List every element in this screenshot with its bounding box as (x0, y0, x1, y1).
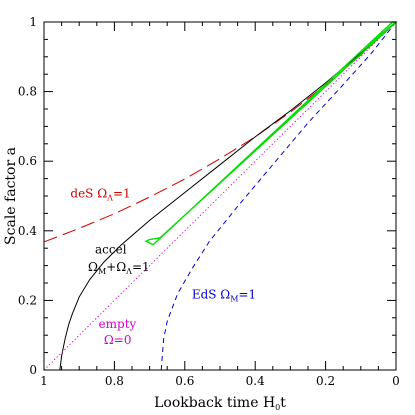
annotation-eds: EdS ΩM=1 (192, 288, 256, 304)
annotation-accel-2: ΩM+ΩΛ=1 (88, 260, 150, 276)
y-tick-label: 0.2 (18, 293, 37, 307)
y-tick-label: 0.4 (18, 224, 37, 238)
highlight-region (144, 21, 398, 246)
x-tick-label: 0 (392, 374, 400, 388)
annotation-empty-2: Ω=0 (104, 333, 132, 347)
x-axis-title-sub: 0 (275, 403, 280, 412)
x-tick-label: 0.6 (175, 374, 194, 388)
annotation-layer: deS ΩΛ=1 accel ΩM+ΩΛ=1 EdS ΩM=1 empty Ω=0 (70, 187, 256, 347)
x-tick-label: 0.4 (246, 374, 265, 388)
x-tick-label: 0.8 (105, 374, 124, 388)
highlight-layer (144, 21, 398, 246)
y-tick-label: 1 (29, 15, 37, 29)
annotation-accel-1: accel (95, 242, 127, 256)
y-tick-label: 0.8 (18, 85, 37, 99)
x-axis-title-main: Lookback time H (154, 395, 275, 411)
annotation-des: deS ΩΛ=1 (70, 187, 130, 203)
x-axis-title-tail: t (280, 395, 286, 411)
x-tick-label: 1 (40, 374, 48, 388)
series-line-0 (43, 21, 397, 243)
annotation-empty-1: empty (99, 317, 137, 331)
ticks-layer: 1 0.8 0.6 0.4 0.2 0 0 0.2 0.4 0.6 0.8 1 (18, 15, 400, 388)
y-tick-label: 0 (29, 363, 37, 377)
series-layer (43, 21, 397, 371)
x-tick-label: 0.2 (316, 374, 335, 388)
y-tick-label: 0.6 (18, 154, 37, 168)
x-axis-title: Lookback time H0t (154, 395, 286, 412)
highlight-line (367, 21, 397, 48)
series-line-3 (160, 21, 397, 371)
y-axis-title: Scale factor a (3, 147, 19, 245)
series-line-1 (59, 21, 397, 371)
